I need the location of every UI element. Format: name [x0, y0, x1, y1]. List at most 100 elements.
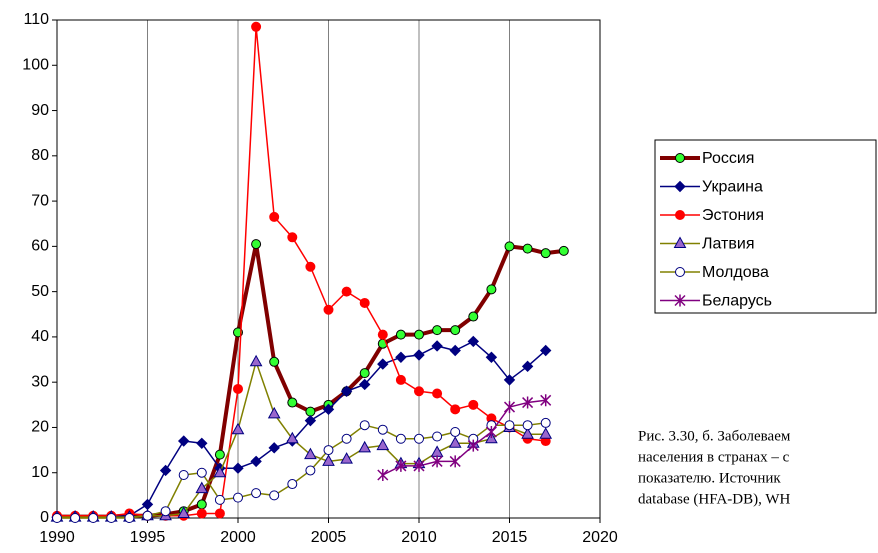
legend-label: Украина — [702, 179, 763, 196]
x-tick-label: 2000 — [220, 529, 256, 546]
marker — [251, 488, 262, 499]
legend-marker — [673, 236, 687, 248]
marker — [304, 447, 317, 460]
y-tick-label: 80 — [31, 147, 49, 164]
marker — [214, 508, 225, 519]
y-tick-label: 10 — [31, 464, 49, 481]
y-tick-label: 100 — [22, 56, 49, 73]
marker — [305, 465, 316, 476]
marker — [450, 404, 461, 415]
marker — [503, 401, 516, 414]
marker — [305, 261, 316, 272]
caption-line: показателю. Источник — [638, 470, 781, 486]
marker — [359, 368, 370, 379]
marker — [377, 424, 388, 435]
marker — [449, 344, 461, 357]
marker — [322, 403, 335, 416]
marker — [141, 498, 154, 511]
y-tick-label: 60 — [31, 238, 49, 255]
marker — [196, 437, 208, 450]
caption-line: населения в странах – с — [638, 449, 790, 465]
legend-marker — [675, 153, 685, 163]
marker — [395, 351, 407, 363]
series — [52, 417, 551, 523]
marker — [358, 378, 371, 391]
marker — [233, 383, 243, 394]
marker — [467, 335, 480, 348]
legend-label: Эстония — [702, 207, 764, 224]
x-tick-label: 2015 — [492, 529, 528, 546]
series-line — [57, 340, 547, 518]
marker — [213, 465, 227, 478]
marker — [414, 386, 424, 397]
marker — [377, 468, 389, 481]
marker — [341, 433, 352, 444]
marker — [558, 245, 569, 256]
marker — [249, 354, 263, 367]
legend-marker — [674, 180, 686, 193]
marker — [305, 406, 316, 417]
marker — [467, 439, 479, 452]
marker — [269, 211, 280, 222]
marker — [269, 356, 280, 367]
marker — [177, 435, 190, 447]
y-tick-label: 0 — [40, 509, 49, 526]
y-tick-label: 50 — [31, 283, 49, 300]
series-line — [57, 422, 546, 519]
marker — [88, 513, 99, 523]
marker — [540, 394, 552, 407]
marker — [503, 374, 516, 386]
legend-label: Молдова — [702, 264, 769, 281]
marker — [485, 351, 498, 363]
marker — [540, 248, 551, 259]
marker — [269, 490, 280, 501]
marker — [196, 508, 207, 519]
y-tick-label: 110 — [23, 11, 49, 28]
marker — [486, 284, 497, 295]
series — [51, 335, 552, 523]
marker — [251, 21, 262, 32]
marker — [214, 449, 225, 460]
y-tick-label: 90 — [31, 102, 49, 119]
marker — [395, 433, 406, 444]
marker — [395, 459, 407, 472]
marker — [522, 396, 534, 409]
marker — [521, 360, 534, 373]
legend-marker — [674, 294, 686, 307]
legend-marker — [675, 210, 685, 220]
legend-label: Беларусь — [702, 293, 772, 310]
marker — [341, 286, 352, 297]
marker — [124, 513, 135, 523]
y-tick-label: 40 — [31, 328, 49, 345]
y-tick-label: 30 — [31, 373, 49, 390]
marker — [70, 513, 81, 523]
y-tick-label: 20 — [31, 419, 49, 436]
x-tick-label: 2020 — [582, 529, 618, 546]
marker — [287, 397, 298, 408]
marker — [485, 425, 497, 438]
legend-label: Латвия — [702, 236, 754, 253]
y-tick-label: 70 — [31, 192, 49, 209]
legend-marker — [675, 267, 685, 277]
marker — [267, 406, 281, 419]
marker — [160, 506, 171, 517]
series-line — [382, 399, 546, 476]
marker — [448, 436, 462, 448]
marker — [395, 329, 406, 340]
marker — [214, 494, 225, 505]
marker — [432, 431, 443, 442]
marker — [504, 241, 515, 252]
legend-box — [654, 139, 877, 314]
marker — [142, 510, 153, 521]
marker — [52, 513, 62, 523]
marker — [287, 479, 298, 490]
marker — [432, 388, 443, 399]
marker — [521, 427, 534, 439]
x-tick-label: 2005 — [311, 529, 347, 546]
marker — [159, 464, 172, 477]
marker — [450, 325, 461, 336]
marker — [323, 304, 334, 315]
caption-line: Рис. 3.30, б. Заболеваем — [638, 428, 791, 444]
marker — [251, 239, 262, 250]
